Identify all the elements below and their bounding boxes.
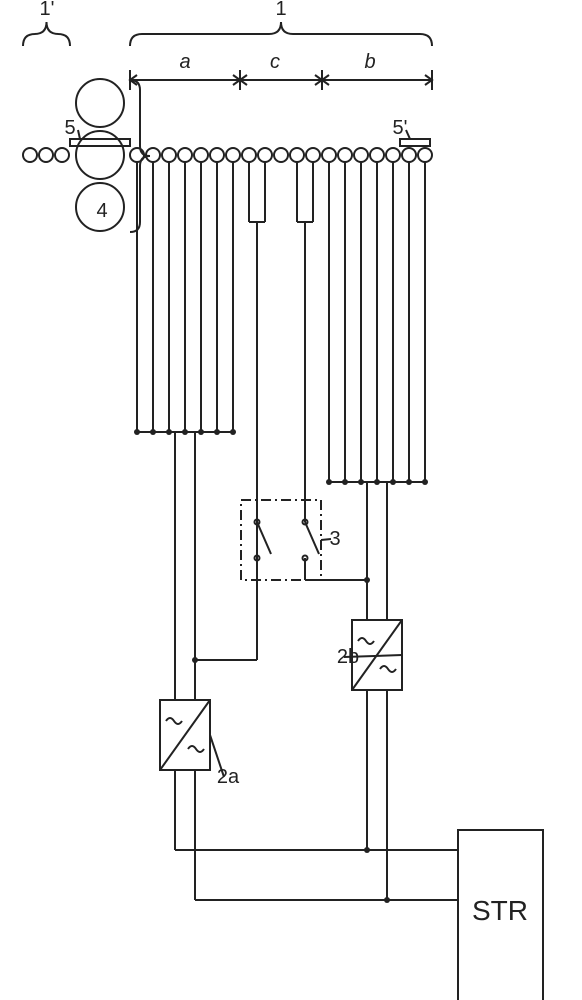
small-roller	[178, 148, 192, 162]
small-roller	[290, 148, 304, 162]
small-roller	[338, 148, 352, 162]
label-5: 5	[64, 117, 75, 139]
label-2b: 2b	[337, 646, 359, 668]
small-roller	[354, 148, 368, 162]
label-zone-a: a	[179, 51, 190, 73]
small-roller	[226, 148, 240, 162]
switch-group-box	[241, 500, 321, 580]
sensor-bar	[400, 139, 430, 146]
small-roller	[162, 148, 176, 162]
label-zone-c: c	[270, 51, 280, 73]
label-2a: 2a	[217, 766, 240, 788]
small-roller	[210, 148, 224, 162]
small-roller	[258, 148, 272, 162]
label-4: 4	[96, 200, 107, 222]
small-roller	[242, 148, 256, 162]
small-roller	[194, 148, 208, 162]
small-roller	[55, 148, 69, 162]
small-roller	[23, 148, 37, 162]
small-roller	[306, 148, 320, 162]
label-5prime: 5'	[393, 117, 408, 139]
small-roller	[418, 148, 432, 162]
small-roller	[370, 148, 384, 162]
large-roller	[76, 79, 124, 127]
label-1: 1	[275, 0, 286, 20]
label-1prime: 1'	[40, 0, 55, 20]
small-roller	[322, 148, 336, 162]
label-3: 3	[329, 528, 340, 550]
brace	[130, 22, 432, 46]
brace-4	[130, 80, 150, 232]
small-roller	[39, 148, 53, 162]
label-str: STR	[472, 895, 528, 926]
small-roller	[274, 148, 288, 162]
small-roller	[402, 148, 416, 162]
brace	[23, 22, 70, 46]
label-zone-b: b	[364, 51, 375, 73]
small-roller	[386, 148, 400, 162]
